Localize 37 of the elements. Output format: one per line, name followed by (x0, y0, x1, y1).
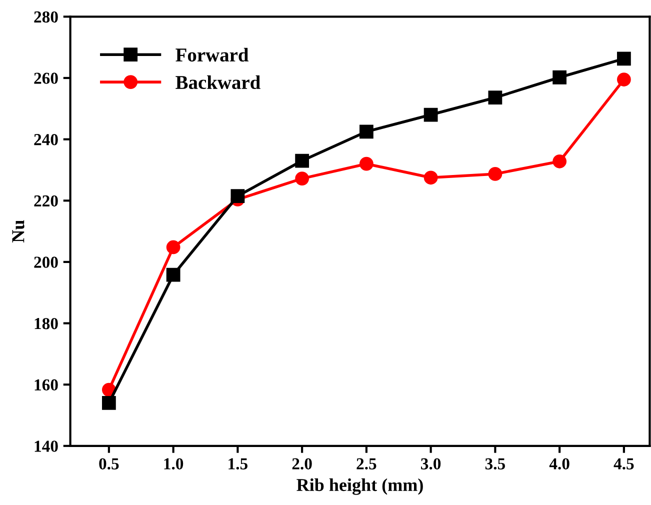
point (424, 108, 438, 122)
x-tick-label: 1.5 (228, 458, 248, 470)
x-tick-label: 4.5 (614, 458, 634, 470)
point (359, 156, 374, 171)
point (230, 189, 245, 203)
y-tick-label: 220 (34, 195, 58, 207)
legend-label: Backward (176, 75, 260, 90)
point (166, 268, 180, 282)
x-tick-label: 2.0 (292, 458, 312, 470)
point (102, 396, 116, 410)
x-tick-label: 1.0 (164, 458, 184, 470)
point (552, 70, 567, 84)
point (617, 72, 631, 86)
y-tick-label: 160 (34, 379, 58, 391)
point (295, 172, 310, 186)
y-tick-label: 180 (34, 318, 58, 330)
y-tick-label: 280 (34, 11, 58, 23)
x-tick-label: 2.5 (356, 458, 376, 470)
point (488, 167, 502, 181)
x-axis-title: Rib height (mm) (296, 478, 423, 495)
x-tick-label: 3.5 (485, 458, 505, 470)
x-tick-label: 4.0 (549, 458, 570, 470)
y-tick-label: 140 (34, 440, 58, 452)
point (359, 124, 374, 139)
y-tick-label: 260 (34, 72, 58, 84)
point (552, 154, 567, 168)
legend-label: Forward (176, 48, 249, 62)
x-tick-label: 3.0 (421, 458, 441, 470)
point (424, 170, 438, 185)
point (488, 90, 502, 105)
point (295, 154, 310, 168)
x-tick-label: 0.5 (99, 458, 119, 470)
point (166, 240, 180, 254)
y-tick-label: 240 (34, 134, 58, 146)
point (617, 52, 631, 66)
y-tick-label: 200 (34, 256, 58, 268)
y-axis-title: Nu (12, 220, 24, 242)
